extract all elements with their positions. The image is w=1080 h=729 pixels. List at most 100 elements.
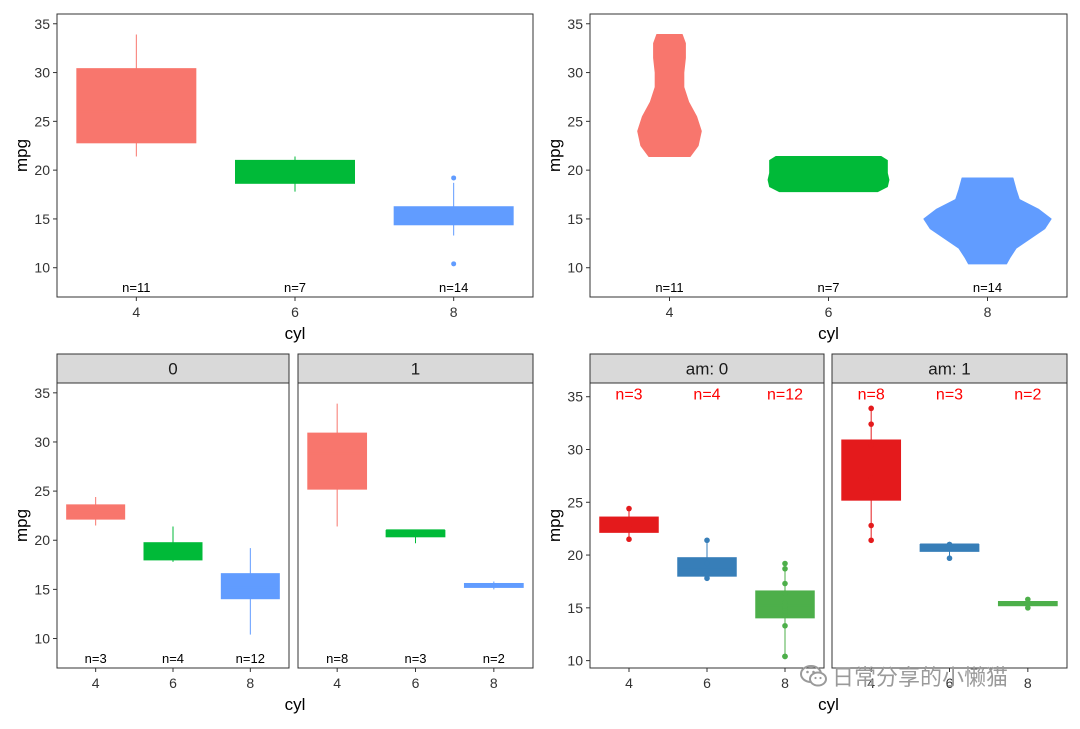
data-point [868, 488, 874, 495]
y-tick-label: 35 [567, 389, 583, 405]
count-label: n=4 [162, 651, 184, 666]
data-point [704, 560, 710, 567]
x-tick-label: 6 [291, 304, 299, 320]
count-label: n=12 [767, 387, 803, 404]
chart-1: 10 15 20 25 30 35 4 6 8 n=11 n=7 n=14 cyl mpg [12, 13, 534, 343]
x-tick-label: 8 [490, 675, 498, 691]
count-label: n=7 [284, 280, 306, 295]
facet-strip [56, 353, 290, 384]
count-label: n=11 [655, 280, 683, 295]
data-point [868, 442, 874, 449]
data-point [946, 555, 953, 562]
y-tick-label: 10 [567, 260, 583, 276]
data-point [868, 475, 874, 481]
chart-3: 10 15 20 25 30 35 0 4 6 8 n=3 n=4 n=12 1 4 6 8 n=8 n=3 n=2 c… [12, 353, 534, 714]
y-tick-label: 15 [567, 600, 583, 616]
panel-border [56, 382, 290, 669]
y-tick-label: 30 [34, 65, 50, 81]
data-point [868, 421, 874, 427]
violin-body [923, 177, 1052, 265]
x-tick-label: 4 [132, 304, 140, 320]
data-point [626, 522, 632, 529]
facet-strip-label: am: 0 [686, 360, 729, 379]
data-point [946, 541, 953, 548]
y-tick-label: 15 [567, 211, 583, 227]
box-body [393, 206, 514, 226]
facet-strip-label: 1 [411, 360, 420, 379]
x-tick-label: 6 [412, 675, 420, 691]
watermark-text: 日常分享的小懒猫 [832, 666, 1009, 691]
x-tick-label: 6 [703, 675, 711, 691]
data-point [704, 572, 710, 578]
x-axis-title: cyl [285, 324, 306, 343]
count-label: n=3 [404, 651, 426, 666]
data-point [782, 599, 788, 606]
data-point [626, 536, 632, 543]
y-tick-label: 25 [34, 113, 50, 129]
y-tick-label: 10 [34, 260, 50, 276]
y-axis-title: mpg [545, 139, 564, 172]
chart-4: 10 15 20 25 30 35 am: 0 4 6 8 n=3 n=4 n=12 am: 1 4 6 8 n=… [545, 353, 1068, 714]
chart-2: 10 15 20 25 30 35 4 6 8 n=11 n=7 n=14 cyl mpg [545, 13, 1068, 343]
y-tick-label: 35 [567, 16, 583, 32]
x-tick-label: 4 [867, 675, 875, 691]
x-tick-label: 6 [169, 675, 177, 691]
data-point [868, 522, 874, 529]
data-point [1025, 596, 1031, 603]
violin-body [767, 155, 890, 193]
data-point [782, 560, 788, 567]
count-label: n=3 [85, 651, 107, 666]
y-tick-label: 20 [567, 162, 583, 178]
y-tick-label: 20 [34, 162, 50, 178]
y-tick-label: 30 [567, 442, 583, 458]
data-point [626, 505, 632, 512]
y-axis-title: mpg [545, 509, 564, 542]
x-axis-title: cyl [285, 695, 306, 714]
box-body [235, 159, 355, 184]
x-tick-label: 4 [625, 675, 633, 691]
data-point [782, 565, 788, 572]
y-tick-label: 20 [34, 532, 50, 548]
count-label: n=8 [858, 387, 885, 404]
data-point [782, 612, 788, 619]
y-tick-label: 20 [567, 547, 583, 563]
panel-border [56, 13, 534, 298]
count-label: n=12 [236, 651, 265, 666]
count-label: n=4 [693, 387, 720, 404]
facet-strip [589, 353, 825, 384]
x-tick-label: 4 [333, 675, 341, 691]
data-point [782, 622, 788, 629]
data-point [782, 653, 788, 660]
box-body [220, 573, 280, 600]
facet-strip-label: am: 1 [928, 360, 971, 379]
count-label: n=14 [439, 280, 468, 295]
x-tick-label: 8 [246, 675, 254, 691]
x-tick-label: 6 [825, 304, 833, 320]
y-tick-label: 15 [34, 211, 50, 227]
x-tick-label: 8 [1024, 675, 1032, 691]
data-point [868, 405, 874, 412]
data-point [704, 537, 710, 544]
facet-strip [297, 353, 534, 384]
y-tick-label: 30 [34, 434, 50, 450]
count-label: n=11 [122, 280, 150, 295]
box-outlier [451, 175, 457, 181]
x-tick-label: 4 [92, 675, 100, 691]
x-tick-label: 6 [946, 675, 954, 691]
y-tick-label: 10 [567, 653, 583, 669]
x-axis-title: cyl [818, 324, 839, 343]
x-tick-label: 8 [984, 304, 992, 320]
data-point [782, 580, 788, 587]
y-axis-title: mpg [12, 509, 31, 542]
watermark: 日常分享的小懒猫 [800, 660, 1008, 692]
count-label: n=7 [817, 280, 839, 295]
y-tick-label: 35 [34, 16, 50, 32]
y-tick-label: 25 [567, 494, 583, 510]
count-label: n=3 [615, 387, 642, 404]
data-point [782, 590, 788, 596]
panel-border [831, 382, 1068, 669]
facet-strip-label: 0 [168, 360, 177, 379]
y-tick-label: 15 [34, 581, 50, 597]
